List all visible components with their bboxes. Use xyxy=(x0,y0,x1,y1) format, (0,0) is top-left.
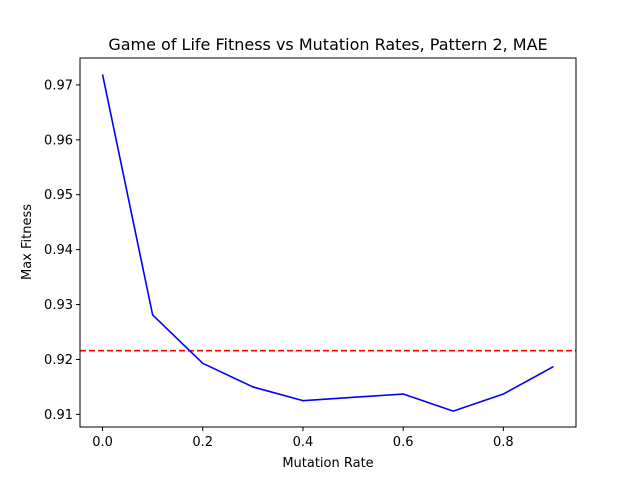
x-axis-label: Mutation Rate xyxy=(282,456,373,471)
y-tick-label: 0.96 xyxy=(44,133,73,148)
y-tick-label: 0.92 xyxy=(44,353,73,368)
x-tick-label: 0.8 xyxy=(493,435,514,450)
x-tick-label: 0.6 xyxy=(393,435,414,450)
x-tick-label: 0.0 xyxy=(92,435,113,450)
x-tick-label: 0.2 xyxy=(192,435,213,450)
y-tick-label: 0.97 xyxy=(44,78,73,93)
plot-frame xyxy=(79,57,577,428)
plot-area: 0.0 0.2 0.4 0.6 0.8 0.91 0.92 0.93 0.94 0.95 0.96 0… xyxy=(44,57,577,450)
y-tick-label: 0.94 xyxy=(44,243,73,258)
series-line-0 xyxy=(101,74,554,412)
y-axis-label: Max Fitness xyxy=(20,204,35,280)
y-tick-label: 0.95 xyxy=(44,188,73,203)
y-tick-label: 0.91 xyxy=(44,408,73,423)
y-tick-label: 0.93 xyxy=(44,298,73,313)
x-tick-label: 0.4 xyxy=(293,435,314,450)
chart-title: Game of Life Fitness vs Mutation Rates, … xyxy=(108,35,547,54)
